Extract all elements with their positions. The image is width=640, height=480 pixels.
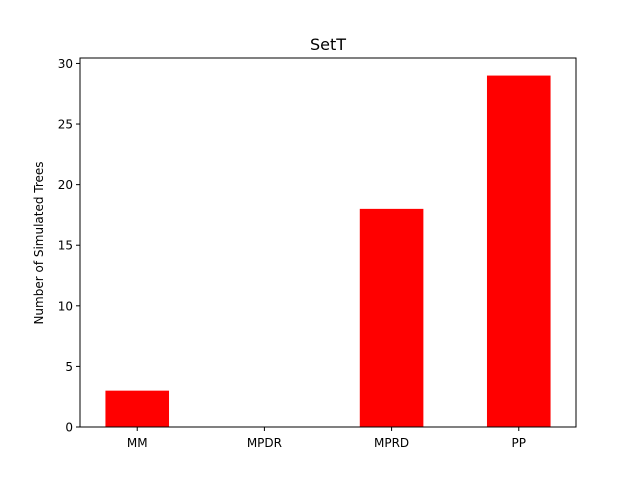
y-tick-label: 30 [58, 57, 73, 71]
bar-pp [486, 75, 551, 427]
y-axis-label: Number of Simulated Trees [32, 161, 46, 324]
bar-mm [105, 390, 170, 427]
bar-mprd [359, 208, 424, 427]
y-tick-label: 5 [65, 360, 73, 374]
y-axis-ticks: 0 5 10 15 20 25 30 [58, 57, 80, 435]
plot-frame [79, 57, 577, 428]
x-tick-label-pp: PP [512, 436, 526, 450]
y-tick-label: 25 [58, 118, 73, 132]
x-tick-label-mpdr: MPDR [247, 436, 282, 450]
y-tick-label: 20 [58, 178, 73, 192]
x-axis-ticks: MM MPDR MPRD PP [127, 427, 526, 450]
y-tick-label: 10 [58, 299, 73, 313]
chart-title: SetT [310, 35, 346, 54]
bars-group [105, 75, 551, 427]
x-tick-label-mm: MM [127, 436, 148, 450]
y-tick-label: 0 [65, 421, 73, 435]
x-tick-label-mprd: MPRD [374, 436, 409, 450]
y-tick-label: 15 [58, 239, 73, 253]
